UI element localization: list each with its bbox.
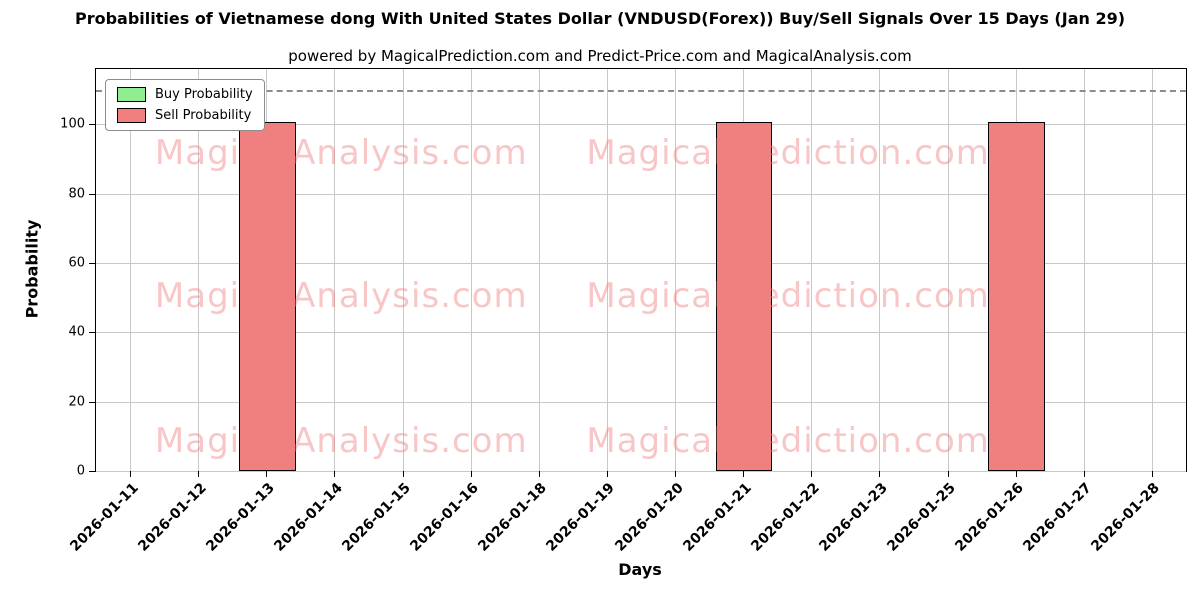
legend-label: Buy Probability xyxy=(155,87,253,102)
x-gridline xyxy=(198,69,200,471)
x-tick-label: 2026-01-27 xyxy=(1020,480,1096,555)
y-axis-label: Probability xyxy=(22,219,42,319)
watermark-text: MagicalAnalysis.com xyxy=(154,133,528,174)
x-tick-mark xyxy=(470,471,472,477)
x-tick-mark xyxy=(743,471,745,477)
x-gridline xyxy=(538,69,540,471)
bar-sell-probability xyxy=(715,122,773,471)
y-tick-label: 80 xyxy=(68,186,85,202)
x-gridline xyxy=(130,69,132,471)
x-tick-mark xyxy=(538,471,540,477)
legend-item: Sell Probability xyxy=(117,108,253,123)
y-tick-label: 60 xyxy=(68,255,85,271)
x-tick-label: 2026-01-20 xyxy=(611,480,687,555)
y-tick-mark xyxy=(89,263,95,265)
x-gridline xyxy=(879,69,881,471)
x-tick-label: 2026-01-14 xyxy=(271,480,346,555)
y-gridline xyxy=(96,124,1186,126)
x-gridline xyxy=(1151,69,1153,471)
y-tick-mark xyxy=(89,471,95,472)
x-tick-mark xyxy=(1151,471,1153,477)
x-tick-label: 2026-01-16 xyxy=(407,480,483,555)
x-tick-label: 2026-01-25 xyxy=(884,480,959,555)
y-tick-label: 0 xyxy=(76,463,85,479)
x-tick-mark xyxy=(675,471,677,477)
x-tick-mark xyxy=(130,471,132,477)
y-tick-label: 20 xyxy=(68,394,85,410)
watermark-text: MagicalPrediction.com xyxy=(586,276,990,317)
x-tick-label: 2026-01-15 xyxy=(339,480,414,555)
x-gridline xyxy=(402,69,404,471)
chart-title: Probabilities of Vietnamese dong With Un… xyxy=(74,9,1126,28)
threshold-dashed-line xyxy=(96,89,1186,92)
x-axis-label: Days xyxy=(618,560,662,579)
x-tick-label: 2026-01-26 xyxy=(952,480,1028,555)
x-gridline xyxy=(334,69,336,471)
x-tick-label: 2026-01-22 xyxy=(747,480,823,555)
x-tick-label: 2026-01-13 xyxy=(202,480,278,555)
y-tick-mark xyxy=(89,332,95,334)
y-gridline xyxy=(96,332,1186,334)
x-gridline xyxy=(675,69,677,471)
x-tick-mark xyxy=(1015,471,1017,477)
x-gridline xyxy=(606,69,608,471)
x-gridline xyxy=(947,69,949,471)
x-gridline xyxy=(811,69,813,471)
x-tick-mark xyxy=(334,471,336,477)
legend-swatch xyxy=(117,87,146,102)
y-gridline xyxy=(96,193,1186,195)
bar-sell-probability xyxy=(988,122,1045,471)
x-tick-label: 2026-01-18 xyxy=(475,480,551,555)
x-tick-label: 2026-01-11 xyxy=(66,480,142,555)
watermark-text: MagicalPrediction.com xyxy=(586,420,990,461)
x-tick-mark xyxy=(947,471,949,477)
x-tick-label: 2026-01-21 xyxy=(679,480,755,555)
x-tick-mark xyxy=(606,471,608,477)
y-tick-mark xyxy=(89,401,95,403)
y-gridline xyxy=(96,263,1186,265)
watermark-text: MagicalPrediction.com xyxy=(586,133,990,174)
watermark-text: MagicalAnalysis.com xyxy=(154,420,528,461)
x-tick-mark xyxy=(402,471,404,477)
legend: Buy Probability Sell Probability xyxy=(105,79,265,131)
x-tick-mark xyxy=(198,471,200,477)
y-tick-mark xyxy=(89,193,95,195)
x-tick-mark xyxy=(811,471,813,477)
plot-area: Buy Probability Sell Probability 0 20 40 60 8… xyxy=(60,68,1187,555)
x-gridline xyxy=(470,69,472,471)
legend-item: Buy Probability xyxy=(117,87,253,102)
y-gridline xyxy=(96,471,1186,472)
chart-subtitle: powered by MagicalPrediction.com and Pre… xyxy=(288,47,912,65)
x-tick-mark xyxy=(879,471,881,477)
legend-label: Sell Probability xyxy=(155,108,252,123)
y-tick-mark xyxy=(89,124,95,126)
x-tick-label: 2026-01-23 xyxy=(816,480,891,555)
x-tick-label: 2026-01-19 xyxy=(543,480,619,555)
x-tick-label: 2026-01-12 xyxy=(134,480,210,555)
watermark-text: MagicalAnalysis.com xyxy=(154,276,528,317)
bar-sell-probability xyxy=(239,122,296,471)
y-tick-label: 100 xyxy=(60,116,85,132)
legend-swatch xyxy=(117,108,146,123)
x-tick-mark xyxy=(266,471,268,477)
x-tick-mark xyxy=(1083,471,1085,477)
y-gridline xyxy=(96,401,1186,403)
y-tick-label: 40 xyxy=(68,324,85,340)
x-gridline xyxy=(1083,69,1085,471)
x-tick-label: 2026-01-28 xyxy=(1088,480,1164,555)
